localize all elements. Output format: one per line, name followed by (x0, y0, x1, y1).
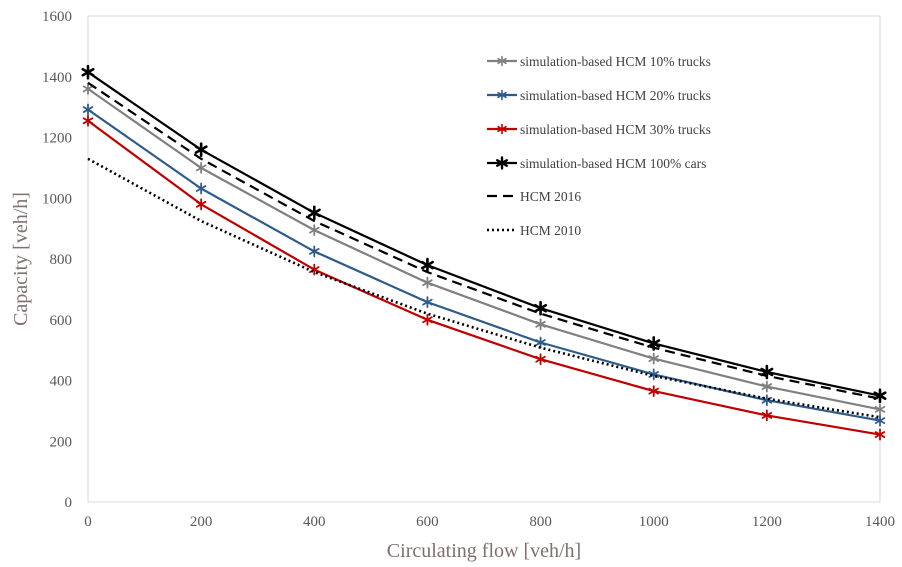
y-tick-label: 1000 (42, 191, 72, 207)
legend-label: simulation-based HCM 100% cars (520, 156, 706, 171)
data-point (422, 276, 433, 289)
series-line (87, 81, 881, 400)
x-tick-label: 1000 (639, 514, 669, 530)
legend-label: HCM 2010 (520, 223, 581, 238)
legend-label: HCM 2016 (520, 189, 581, 204)
data-point (873, 388, 887, 403)
data-point (497, 89, 507, 101)
data-point (82, 103, 94, 116)
series-line (87, 71, 881, 397)
data-point (422, 313, 433, 326)
plot-area (87, 15, 881, 503)
x-tick-label: 400 (303, 514, 326, 530)
x-tick-label: 0 (84, 514, 92, 530)
legend-label: simulation-based HCM 20% trucks (520, 88, 711, 103)
data-point (309, 224, 320, 237)
data-point (497, 55, 507, 67)
data-point (874, 403, 886, 416)
y-tick-label: 1400 (42, 70, 72, 86)
x-tick-label: 600 (416, 514, 439, 530)
series-line (87, 119, 881, 436)
y-tick-label: 800 (50, 252, 73, 268)
data-point (647, 336, 661, 351)
y-tick-label: 400 (50, 374, 73, 390)
data-point (195, 161, 207, 174)
data-point (195, 198, 207, 211)
data-point (874, 414, 886, 427)
data-point (535, 336, 546, 349)
y-tick-label: 600 (50, 313, 73, 329)
data-point (497, 123, 507, 135)
data-point (195, 182, 207, 195)
data-point (82, 83, 94, 95)
y-tick-labels: 0 200 400 600 800 1000 1200 1400 1600 (42, 9, 72, 511)
data-point (82, 114, 94, 127)
x-axis-title: Circulating flow [veh/h] (387, 540, 581, 562)
legend-label: simulation-based HCM 10% trucks (520, 54, 711, 69)
data-point (760, 364, 774, 380)
series-line (87, 108, 881, 422)
x-tick-label: 1200 (752, 514, 782, 530)
data-point (420, 257, 434, 273)
y-tick-label: 1600 (42, 9, 72, 25)
data-point (761, 380, 773, 393)
data-point (535, 353, 546, 366)
data-point (534, 300, 548, 316)
data-point (535, 318, 546, 331)
y-tick-label: 0 (65, 495, 73, 511)
series-line (87, 87, 881, 411)
legend: simulation-based HCM 10% trucks simulatio… (487, 54, 711, 238)
data-point (761, 409, 773, 422)
y-tick-label: 1200 (42, 131, 72, 147)
data-point (874, 428, 886, 441)
x-tick-label: 800 (529, 514, 552, 530)
y-tick-label: 200 (50, 434, 73, 450)
series-lines (81, 64, 887, 441)
data-point (648, 385, 659, 398)
y-axis-title: Capacity [veh/h] (10, 192, 32, 326)
x-tick-label: 1400 (865, 514, 895, 530)
data-point (309, 245, 320, 258)
data-point (194, 142, 208, 157)
data-point (307, 205, 321, 221)
data-point (496, 156, 508, 170)
x-tick-label: 200 (190, 514, 213, 530)
data-point (422, 296, 433, 309)
data-point (81, 64, 95, 80)
data-point (648, 352, 659, 365)
x-tick-labels: 0 200 400 600 800 1000 1200 1400 (84, 514, 895, 530)
legend-label: simulation-based HCM 30% trucks (520, 122, 711, 137)
